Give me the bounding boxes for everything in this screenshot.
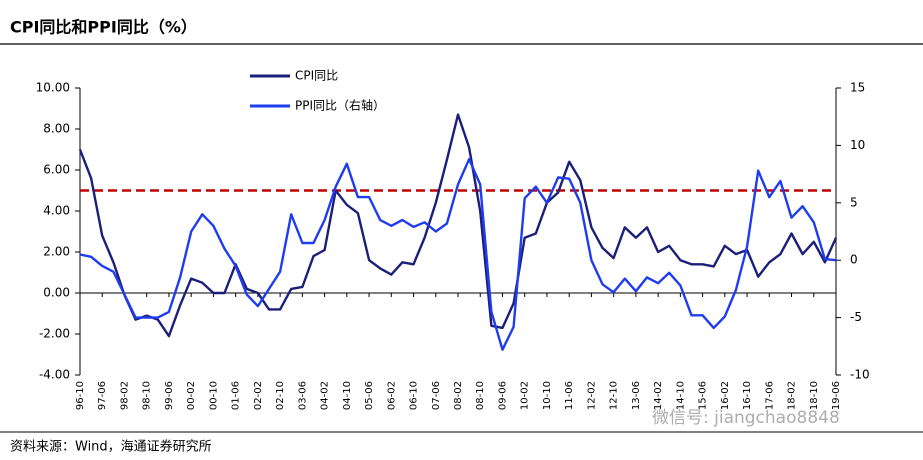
x-tick-label: 12-02 (586, 381, 597, 410)
y-tick-label: 6.00 (43, 163, 70, 177)
y-tick-label: -2.00 (39, 327, 70, 341)
legend-label: PPI同比（右轴） (295, 98, 385, 113)
source: 资料来源：Wind，海通证券研究所 (10, 439, 212, 455)
y-tick-label: 4.00 (43, 204, 70, 218)
x-tick-label: 16-02 (720, 381, 731, 410)
y2-tick-label: 5 (850, 195, 858, 209)
series-line (78, 113, 838, 338)
x-tick-label: 17-06 (764, 381, 775, 410)
x-tick-label: 06-10 (409, 381, 420, 410)
x-tick-label: 06-02 (386, 381, 397, 410)
x-tick-label: 02-10 (275, 381, 286, 410)
x-tick-label: 02-02 (253, 381, 264, 410)
x-tick-label: 04-02 (320, 381, 331, 410)
x-tick-label: 12-10 (609, 381, 620, 410)
x-tick-label: 98-02 (119, 381, 130, 410)
x-tick-label: 03-06 (297, 381, 308, 410)
x-tick-label: 96-10 (75, 381, 86, 410)
x-tick-label: 01-06 (231, 381, 242, 410)
x-tick-label: 04-10 (342, 381, 353, 410)
x-tick-label: 97-06 (97, 381, 108, 410)
y2-tick-label: -10 (850, 368, 870, 382)
x-tick-label: 16-10 (742, 381, 753, 410)
series-line (79, 158, 837, 351)
y2-tick-label: 10 (850, 138, 865, 152)
y-tick-label: 10.00 (36, 81, 70, 95)
y-tick-label: 2.00 (43, 245, 70, 259)
y2-tick-label: 0 (850, 253, 858, 267)
y-tick-label: 0.00 (43, 286, 70, 300)
x-tick-label: 18-02 (787, 381, 798, 410)
y-tick-label: 8.00 (43, 122, 70, 136)
x-tick-label: 11-06 (564, 381, 575, 410)
x-tick-label: 07-06 (431, 381, 442, 410)
x-tick-label: 13-06 (631, 381, 642, 410)
x-tick-label: 98-10 (142, 381, 153, 410)
x-tick-label: 00-10 (208, 381, 219, 410)
x-tick-label: 18-10 (809, 381, 820, 410)
x-tick-label: 14-10 (675, 381, 686, 410)
x-tick-label: 09-06 (497, 381, 508, 410)
y2-tick-label: 15 (850, 81, 865, 95)
x-tick-label: 05-06 (364, 381, 375, 410)
x-tick-label: 10-02 (520, 381, 531, 410)
y2-tick-label: -5 (850, 310, 862, 324)
x-tick-label: 99-06 (164, 381, 175, 410)
x-tick-label: 19-06 (831, 381, 842, 410)
x-tick-label: 10-10 (542, 381, 553, 410)
x-tick-label: 08-02 (453, 381, 464, 410)
legend-label: CPI同比 (295, 69, 338, 83)
watermark: 微信号: jiangchao8848 (652, 408, 840, 428)
chart-title: CPI同比和PPI同比（%） (10, 18, 197, 37)
x-tick-label: 08-10 (475, 381, 486, 410)
x-tick-label: 00-02 (186, 381, 197, 410)
y-tick-label: -4.00 (39, 368, 70, 382)
x-tick-label: 14-02 (653, 381, 664, 410)
x-tick-label: 15-06 (698, 381, 709, 410)
